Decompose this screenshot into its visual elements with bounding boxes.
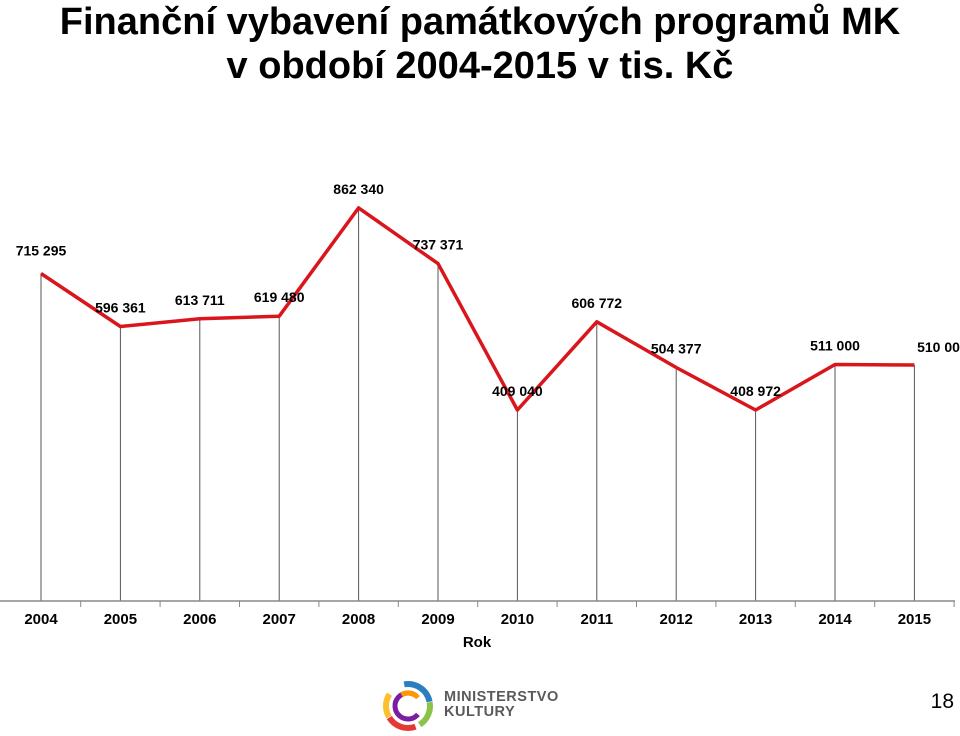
x-tick-label: 2006 (183, 611, 216, 628)
data-label: 596 361 (95, 299, 146, 315)
chart-title-line-2: v období 2004-2015 v tis. Kč (226, 45, 734, 87)
x-tick-label: 2004 (24, 611, 58, 628)
data-label: 409 040 (492, 383, 543, 399)
x-tick-label: 2008 (342, 611, 375, 628)
x-tick-label: 2007 (263, 611, 296, 628)
data-label: 606 772 (571, 295, 622, 311)
x-tick-label: 2012 (660, 611, 693, 628)
x-tick-label: 2011 (581, 611, 614, 628)
x-tick-label: 2005 (104, 611, 137, 628)
data-labels: 715 295 596 361 613 711 619 480 862 340 737 3… (16, 181, 960, 399)
drop-lines (40, 207, 915, 601)
data-label: 619 480 (254, 289, 305, 305)
data-label: 511 000 (810, 338, 860, 354)
ministry-logo: MINISTERSTVO KULTURY (382, 680, 582, 732)
series-line (40, 206, 915, 412)
ministry-logo-icon (383, 681, 433, 731)
line-chart: 715 295 596 361 613 711 619 480 862 340 737 3… (0, 181, 960, 651)
ministry-logo-text: MINISTERSTVO KULTURY (444, 690, 559, 720)
logo-text-line-1: MINISTERSTVO (444, 689, 559, 705)
data-label: 504 377 (651, 340, 702, 356)
x-axis-ticks (80, 601, 955, 607)
data-label: 613 711 (175, 292, 225, 308)
x-tick-label: 2014 (818, 611, 852, 628)
x-tick-label: 2009 (421, 611, 454, 628)
data-label: 408 972 (730, 383, 781, 399)
x-tick-labels: 2004 2005 2006 2007 2008 2009 2010 2011 2012 2013… (24, 611, 931, 628)
data-label: 510 000 (917, 339, 960, 355)
x-axis-label: Rok (463, 634, 492, 651)
x-tick-label: 2015 (898, 611, 931, 628)
x-tick-label: 2013 (739, 611, 772, 628)
chart-title: Finanční vybavení památkových programů M… (0, 0, 960, 88)
x-tick-label: 2010 (501, 611, 534, 628)
data-label: 737 371 (413, 237, 464, 253)
data-label: 715 295 (16, 242, 67, 258)
page-number: 18 (930, 690, 954, 713)
logo-text-line-2: KULTURY (444, 704, 516, 720)
chart-title-line-1: Finanční vybavení památkových programů M… (59, 1, 901, 43)
data-label: 862 340 (333, 181, 384, 197)
